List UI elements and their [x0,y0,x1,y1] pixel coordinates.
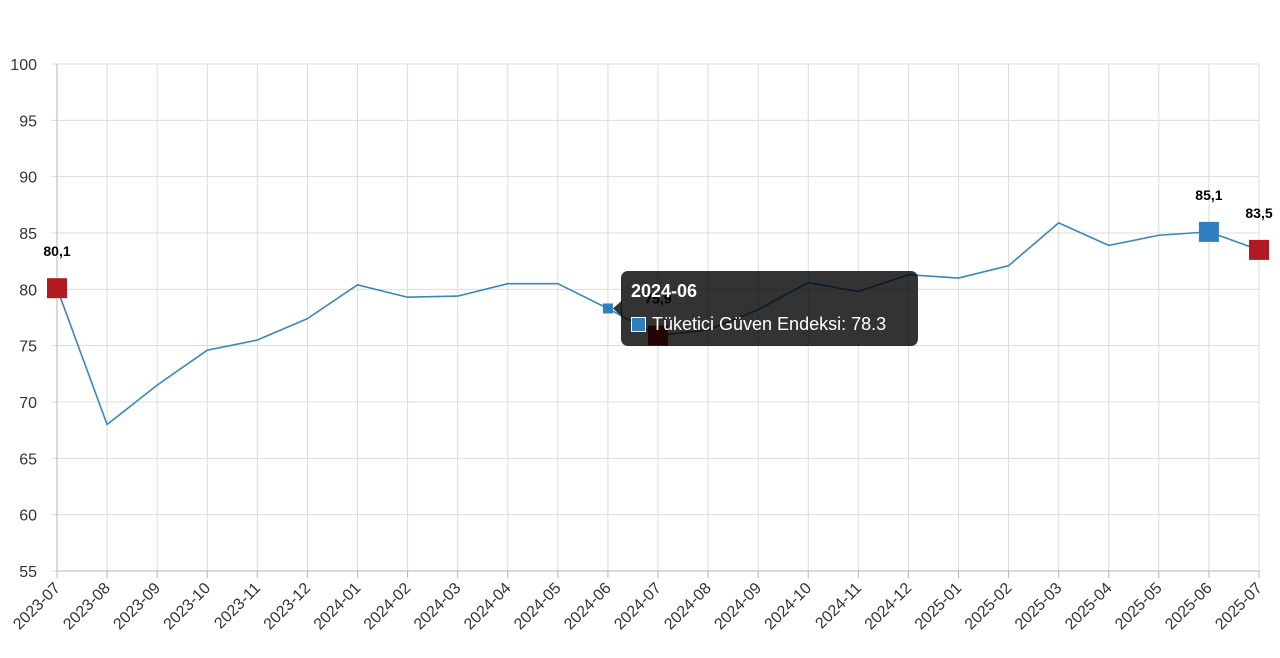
y-tick-label: 70 [19,395,37,412]
data-tooltip: 2024-06 Tüketici Güven Endeksi: 78.3 [621,271,918,346]
y-tick-label: 90 [19,170,37,187]
x-tick-label: 2025-01 [912,580,966,634]
y-tick-label: 80 [19,282,37,299]
x-tick-label: 2025-05 [1112,580,1166,634]
tooltip-title: 2024-06 [631,281,698,301]
x-tick-label: 2024-12 [862,580,916,634]
data-label: 83,5 [1245,205,1272,221]
x-tick-label: 2023-12 [261,580,315,634]
x-tick-label: 2025-04 [1062,580,1116,634]
x-tick-label: 2024-07 [611,580,665,634]
tooltip-color-swatch [631,316,646,332]
x-tick-label: 2023-10 [161,580,215,634]
x-tick-label: 2025-03 [1012,580,1066,634]
y-tick-label: 55 [19,564,37,581]
tooltip-value: Tüketici Güven Endeksi: 78.3 [652,314,887,334]
x-tick-label: 2024-09 [711,580,765,634]
x-tick-label: 2024-11 [812,580,865,633]
tooltip-row: Tüketici Güven Endeksi: 78.3 [631,314,908,334]
highlight-point-marker [47,278,67,299]
tooltip-pointer [612,300,622,317]
x-tick-label: 2024-02 [361,580,415,634]
x-tick-label: 2024-01 [311,580,365,634]
data-label: 80,1 [43,243,70,259]
x-tick-label: 2025-06 [1162,580,1216,634]
y-tick-label: 95 [19,113,37,130]
y-tick-label: 65 [19,451,37,468]
x-tick-label: 2025-07 [1212,580,1266,634]
x-tick-label: 2024-10 [762,580,816,634]
x-tick-label: 2024-08 [661,580,715,634]
x-tick-label: 2024-03 [411,580,465,634]
y-tick-label: 75 [19,339,37,356]
x-tick-label: 2023-11 [211,580,264,633]
data-label: 85,1 [1195,187,1222,203]
y-tick-label: 100 [10,57,37,74]
y-tick-label: 60 [19,508,37,525]
highlight-point-marker [1198,221,1219,242]
x-tick-label: 2024-05 [511,580,565,634]
x-tick-label: 2024-06 [561,580,615,634]
x-tick-label: 2023-09 [110,580,164,634]
highlight-point-marker [1249,239,1269,260]
x-tick-label: 2024-04 [461,580,515,634]
y-tick-label: 85 [19,226,37,243]
hovered-point-marker [602,303,613,314]
x-tick-label: 2025-02 [962,580,1016,634]
x-tick-label: 2023-08 [60,580,114,634]
x-tick-label: 2023-07 [10,580,64,634]
